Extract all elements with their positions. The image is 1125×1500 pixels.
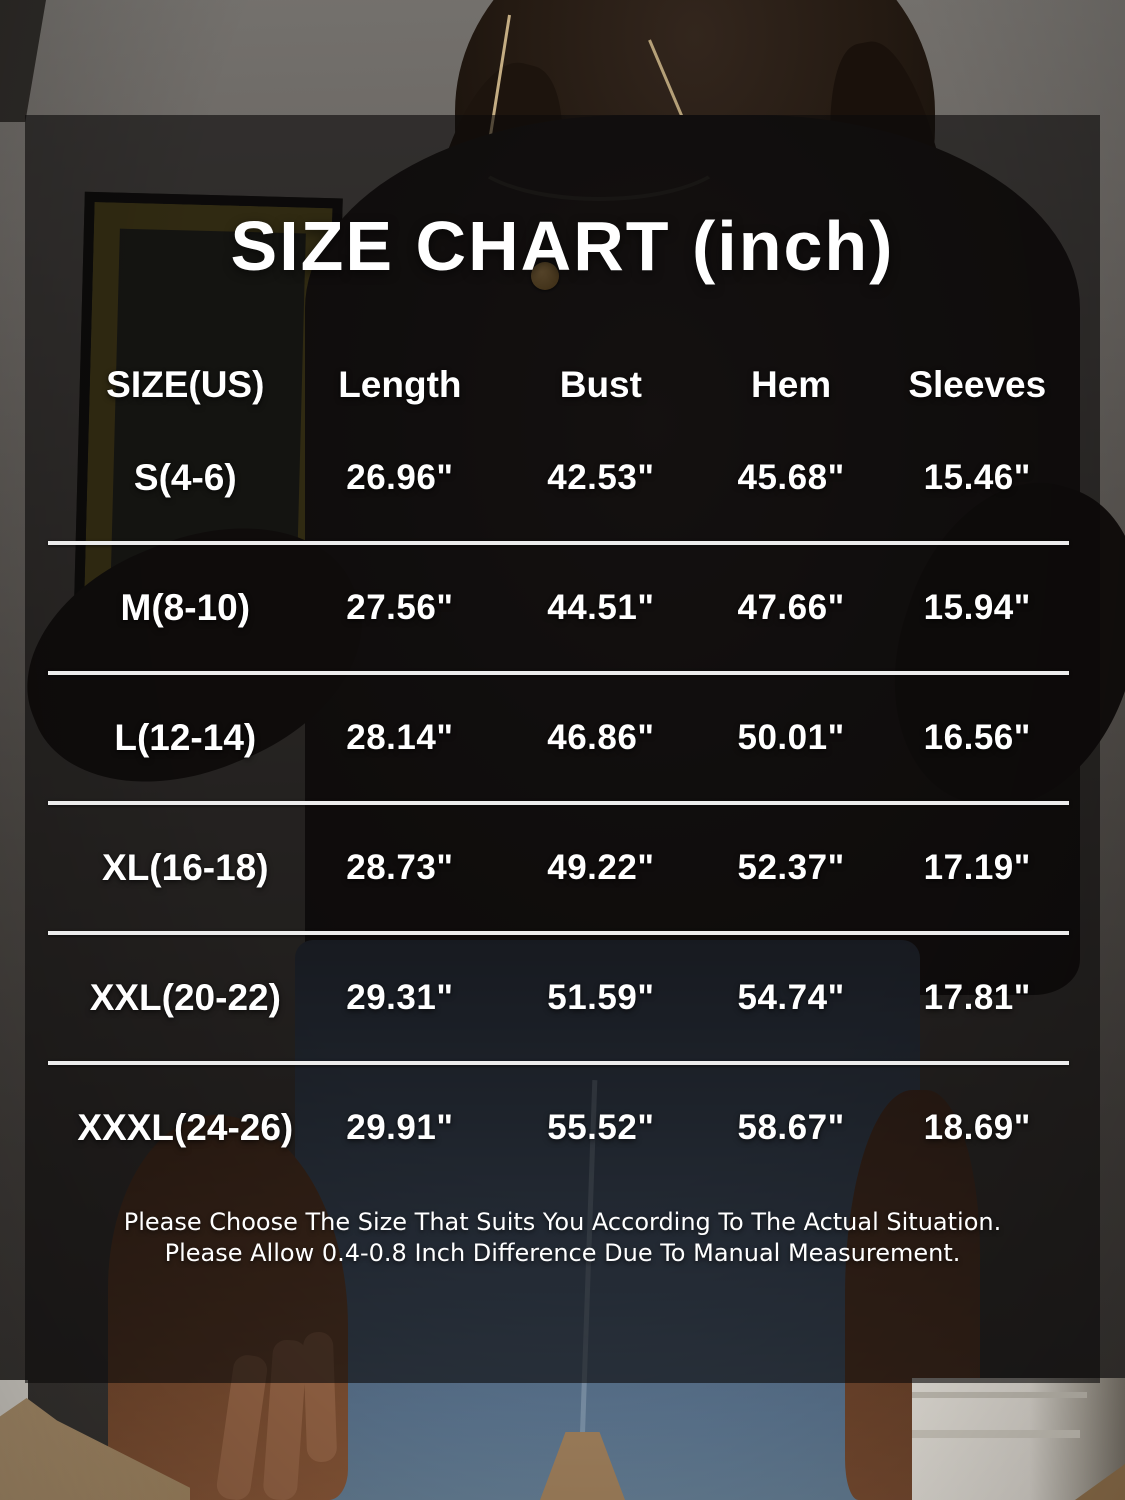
size-label-cell: XL(16-18)	[102, 847, 269, 888]
measurement-cell: 29.91"	[346, 1108, 454, 1147]
measurement-cell: 50.01"	[737, 718, 845, 757]
measurement-cell: 28.73"	[346, 848, 454, 887]
column-header-bust: Bust	[559, 364, 642, 405]
measurement-cell: 17.19"	[923, 848, 1031, 887]
measurement-cell: 51.59"	[547, 978, 655, 1017]
table-row: S(4-6) 26.96" 42.53" 45.68" 15.46"	[25, 413, 1100, 545]
measurement-cell: 58.67"	[737, 1108, 845, 1147]
footer-line: Please Allow 0.4-0.8 Inch Difference Due…	[164, 1239, 961, 1267]
size-chart-title: SIZE CHART (inch)	[230, 206, 895, 285]
footer-line: Please Choose The Size That Suits You Ac…	[123, 1208, 1002, 1236]
measurement-cell: 17.81"	[923, 978, 1031, 1017]
table-row: XL(16-18) 28.73" 49.22" 52.37" 17.19"	[25, 803, 1100, 935]
size-label-cell: L(12-14)	[114, 717, 257, 758]
column-header-size: SIZE(US)	[106, 364, 265, 405]
table-row: M(8-10) 27.56" 44.51" 47.66" 15.94"	[25, 543, 1100, 675]
white-baseboard-right	[912, 1378, 1125, 1500]
column-header-length: Length	[338, 364, 462, 405]
measurement-cell: 18.69"	[923, 1108, 1031, 1147]
measurement-cell: 26.96"	[346, 458, 454, 497]
size-label-cell: M(8-10)	[120, 587, 251, 628]
measurement-cell: 29.31"	[346, 978, 454, 1017]
baseboard-molding	[912, 1392, 1087, 1398]
column-header-sleeves: Sleeves	[908, 364, 1047, 405]
measurement-cell: 28.14"	[346, 718, 454, 757]
measurement-cell: 16.56"	[923, 718, 1031, 757]
measurement-cell: 15.46"	[923, 458, 1031, 497]
table-body: S(4-6) 26.96" 42.53" 45.68" 15.46" M(8-10) 27.…	[25, 413, 1100, 1193]
measurement-cell: 52.37"	[737, 848, 845, 887]
measurement-cell: 45.68"	[737, 458, 845, 497]
size-label-cell: XXL(20-22)	[89, 977, 281, 1018]
table-row: XXXL(24-26) 29.91" 55.52" 58.67" 18.69"	[25, 1063, 1100, 1193]
measurement-cell: 46.86"	[547, 718, 655, 757]
measurement-cell: 27.56"	[346, 588, 454, 627]
size-label-cell: S(4-6)	[133, 457, 237, 498]
measurement-cell: 15.94"	[923, 588, 1031, 627]
measurement-cell: 49.22"	[547, 848, 655, 887]
measurement-cell: 44.51"	[547, 588, 655, 627]
table-header-row: SIZE(US) Length Bust Hem Sleeves	[25, 330, 1100, 413]
measurement-cell: 54.74"	[737, 978, 845, 1017]
table-row: XXL(20-22) 29.31" 51.59" 54.74" 17.81"	[25, 933, 1100, 1065]
measurement-cell: 42.53"	[547, 458, 655, 497]
table-row: L(12-14) 28.14" 46.86" 50.01" 16.56"	[25, 673, 1100, 805]
column-header-hem: Hem	[750, 364, 832, 405]
measurement-cell: 47.66"	[737, 588, 845, 627]
baseboard-molding	[912, 1430, 1080, 1438]
size-chart-panel: SIZE CHART (inch) SIZE(US) Length Bust H…	[25, 115, 1100, 1383]
size-chart-footer: Please Choose The Size That Suits You Ac…	[25, 1193, 1100, 1383]
size-label-cell: XXXL(24-26)	[77, 1107, 294, 1148]
measurement-cell: 55.52"	[547, 1108, 655, 1147]
title-wrap: SIZE CHART (inch)	[25, 115, 1100, 330]
